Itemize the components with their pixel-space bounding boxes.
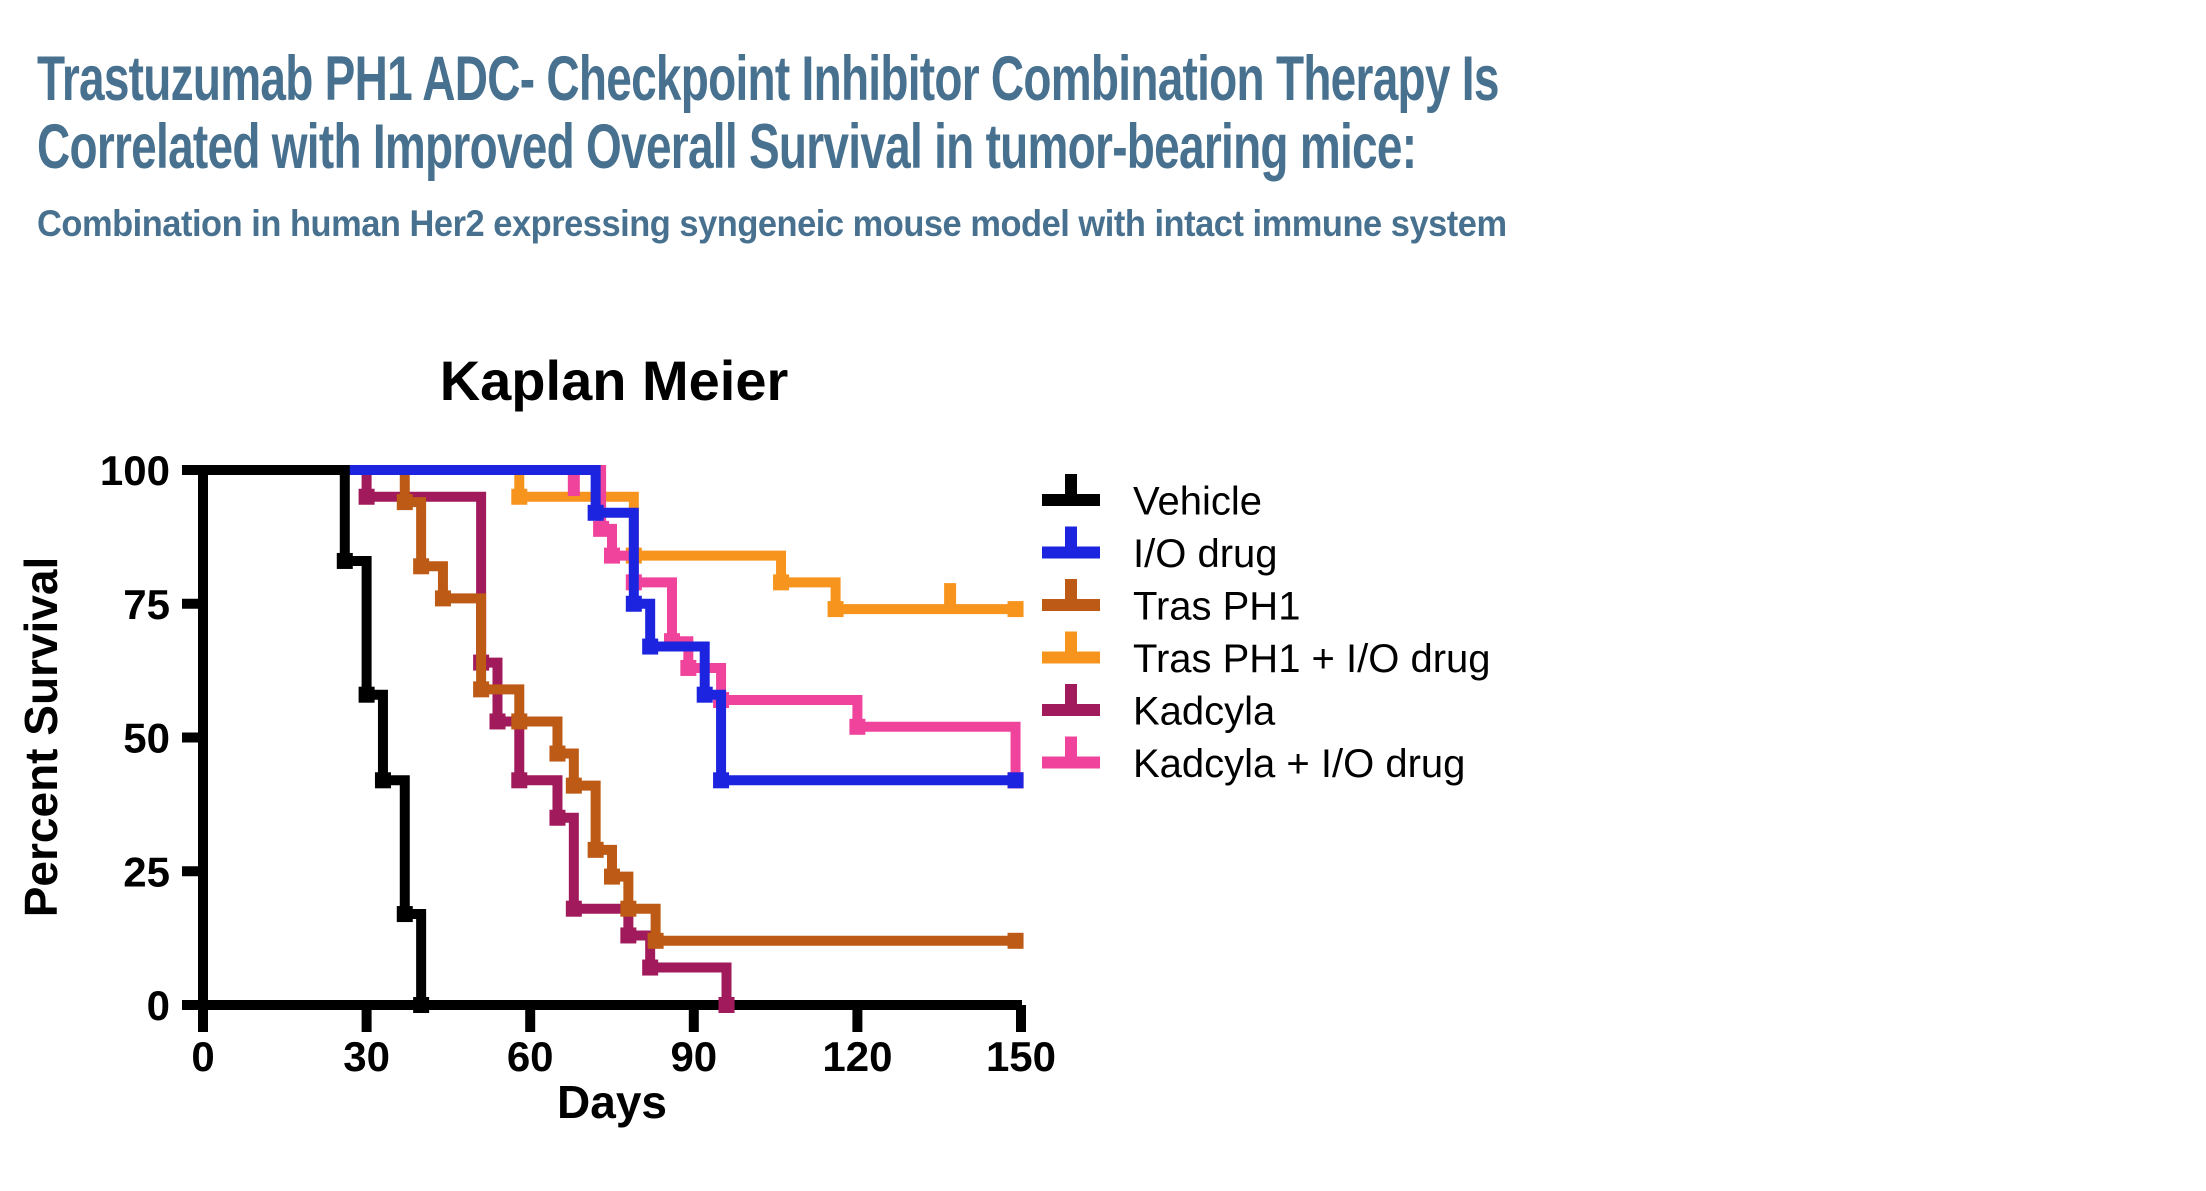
i-o-drug-step-marker: [625, 595, 642, 612]
tras-ph1-step-marker: [434, 590, 451, 607]
series-curve-vehicle: [203, 465, 427, 1005]
kadcyla-i-o-drug-step-marker: [680, 659, 697, 676]
legend-censor-glyph-tras-ph1: [1065, 579, 1077, 601]
kadcyla-step-marker: [565, 900, 582, 917]
legend-censor-glyph-tras-ph1-i-o-drug: [1065, 631, 1077, 654]
tras-ph1-i-o-drug-step-marker: [827, 601, 844, 618]
x-tick-label-30: 30: [343, 1033, 390, 1080]
kadcyla-i-o-drug-step-marker: [849, 718, 866, 735]
kadcyla-i-o-drug-step-marker: [604, 547, 620, 564]
legend-label-kadcyla: Kadcyla: [1133, 689, 1276, 733]
slide-title-line-2: Correlated with Improved Overall Surviva…: [37, 112, 1417, 182]
legend-censor-glyph-vehicle: [1065, 474, 1077, 496]
kadcyla-step-marker: [511, 772, 528, 789]
tras-ph1-step-marker: [413, 558, 430, 575]
series-curve-kadcyla: [203, 465, 732, 1005]
slide-header: Trastuzumab PH1 ADC- Checkpoint Inhibito…: [37, 45, 2039, 245]
kadcyla-step-marker: [358, 488, 375, 505]
series-curve-tras-ph1: [203, 465, 1016, 946]
kadcyla-end-marker: [718, 997, 735, 1013]
tras-ph1-i-o-drug-censor-tick: [944, 583, 957, 610]
vehicle-step-marker: [358, 686, 375, 703]
slide-subtitle: Combination in human Her2 expressing syn…: [37, 203, 1507, 244]
kadcyla-step-marker: [489, 713, 506, 730]
legend-label-kadcyla-i-o-drug: Kadcyla + I/O drug: [1133, 742, 1465, 786]
y-tick-label-25: 25: [123, 848, 170, 895]
tras-ph1-step-marker: [647, 932, 664, 949]
legend-swatch-i-o-drug: [1042, 546, 1100, 559]
vehicle-step-marker: [396, 906, 413, 923]
vehicle-step-marker: [413, 997, 430, 1013]
kadcyla-step-marker: [620, 927, 637, 944]
kadcyla-step-marker: [642, 959, 659, 976]
series-curve-tras-ph1-i-o-drug: [203, 465, 1016, 615]
y-tick-label-50: 50: [123, 715, 170, 762]
y-tick-label-100: 100: [100, 447, 170, 494]
i-o-drug-step-marker: [587, 504, 604, 521]
tras-ph1-i-o-drug-step-marker: [773, 574, 790, 591]
legend-label-vehicle: Vehicle: [1133, 479, 1262, 523]
tras-ph1-end-marker: [1007, 932, 1024, 949]
y-tick-label-0: 0: [147, 982, 170, 1029]
i-o-drug-step-marker: [696, 686, 713, 703]
tras-ph1-step-marker: [604, 868, 620, 885]
y-axis-label: Percent Survival: [15, 557, 67, 918]
legend-swatch-kadcyla: [1042, 704, 1100, 716]
legend-censor-glyph-i-o-drug: [1065, 526, 1077, 549]
legend-swatch-tras-ph1: [1042, 599, 1100, 611]
y-tick-label-75: 75: [123, 581, 170, 628]
slide-title-line-1: Trastuzumab PH1 ADC- Checkpoint Inhibito…: [37, 44, 1499, 114]
legend-label-tras-ph1-i-o-drug: Tras PH1 + I/O drug: [1133, 637, 1491, 681]
chart-title: Kaplan Meier: [440, 349, 789, 412]
tras-ph1-step-marker: [565, 777, 582, 794]
x-tick-label-120: 120: [822, 1033, 892, 1080]
tras-ph1-step-marker: [473, 681, 490, 698]
legend-label-i-o-drug: I/O drug: [1133, 532, 1278, 576]
i-o-drug-end-marker: [1007, 772, 1024, 789]
x-tick-label-60: 60: [507, 1033, 554, 1080]
i-o-drug-step-marker: [642, 638, 659, 655]
legend-swatch-kadcyla-i-o-drug: [1042, 756, 1100, 769]
x-tick-label-90: 90: [670, 1033, 717, 1080]
tras-ph1-step-marker: [587, 841, 604, 858]
x-tick-label-0: 0: [191, 1033, 214, 1080]
legend-label-tras-ph1: Tras PH1: [1133, 584, 1300, 628]
vehicle-step-marker: [374, 772, 391, 789]
legend-swatch-vehicle: [1042, 494, 1100, 506]
kadcyla-i-o-drug-step-marker: [593, 520, 610, 537]
tras-ph1-step-marker: [396, 494, 413, 511]
kadcyla-i-o-drug-censor-tick: [567, 470, 580, 496]
tras-ph1-step-marker: [511, 713, 528, 730]
tras-ph1-step-marker: [549, 745, 566, 762]
tras-ph1-i-o-drug-step-marker: [511, 488, 528, 505]
legend-censor-glyph-kadcyla-i-o-drug: [1065, 736, 1077, 759]
legend-censor-glyph-kadcyla: [1065, 684, 1077, 706]
tras-ph1-step-marker: [620, 900, 637, 917]
series-curve-i-o-drug: [203, 465, 1016, 786]
legend-swatch-tras-ph1-i-o-drug: [1042, 651, 1100, 664]
vehicle-step-marker: [336, 552, 353, 569]
x-axis-label: Days: [557, 1076, 667, 1128]
kadcyla-step-marker: [549, 809, 566, 826]
tras-ph1-i-o-drug-end-marker: [1007, 601, 1024, 618]
x-tick-label-150: 150: [986, 1033, 1056, 1080]
i-o-drug-step-marker: [713, 772, 730, 789]
